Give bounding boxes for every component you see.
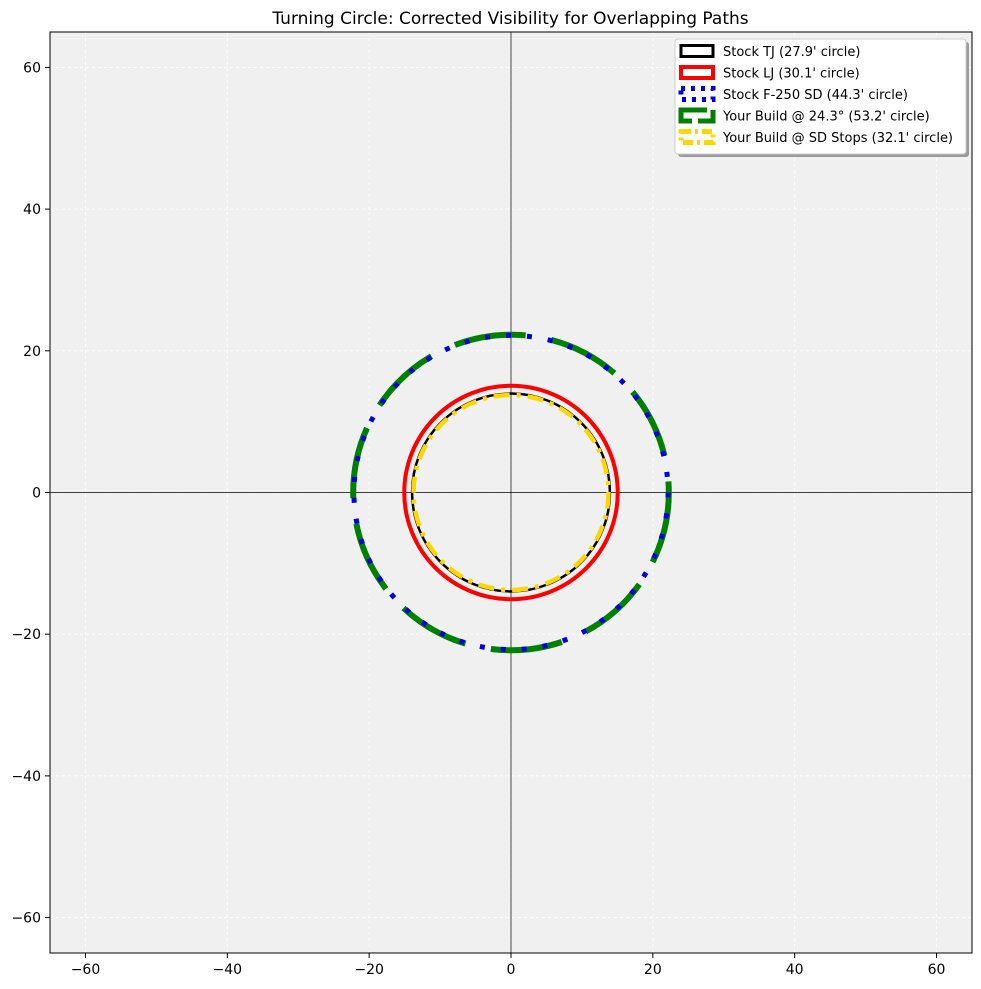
x-tick-label: 40 [786, 962, 804, 978]
y-tick-label: 20 [23, 344, 41, 360]
x-tick-label: 0 [507, 962, 516, 978]
y-tick-label: 0 [32, 486, 41, 502]
y-tick-label: 60 [23, 60, 41, 76]
series-circle-5 [411, 392, 611, 593]
legend-handle [678, 129, 716, 145]
legend-label: Your Build @ SD Stops (32.1' circle) [722, 131, 953, 146]
legend-label: Your Build @ 24.3° (53.2' circle) [722, 110, 930, 125]
series-circle-2 [402, 383, 620, 602]
legend-box [674, 38, 967, 155]
legend-handle [679, 65, 715, 80]
y-tick-label: 40 [23, 202, 41, 218]
series-circle-3 [351, 332, 671, 653]
x-tick-label: −40 [213, 962, 243, 978]
x-tick-label: −20 [354, 962, 384, 978]
y-tick-label: −60 [11, 911, 41, 927]
x-tick-label: 60 [928, 962, 946, 978]
legend-label: Stock TJ (27.9' circle) [723, 45, 860, 60]
chart-title: Turning Circle: Corrected Visibility for… [271, 9, 748, 29]
x-tick-label: 20 [644, 962, 662, 978]
legend-handle [678, 107, 716, 124]
y-tick-label: −40 [11, 769, 41, 785]
legend: Stock TJ (27.9' circle) Stock LJ (30.1' c… [674, 38, 969, 157]
y-tick-label: −20 [11, 627, 41, 643]
legend-handle [679, 44, 715, 58]
plot-area: −60 −40 −20 0 20 40 60 −60 −40 −20 0 20 40 60 [11, 31, 973, 978]
legend-label: Stock F-250 SD (44.3' circle) [723, 88, 908, 103]
legend-label: Stock LJ (30.1' circle) [723, 67, 860, 82]
x-tick-label: −60 [71, 962, 101, 978]
legend-handle [678, 86, 716, 102]
